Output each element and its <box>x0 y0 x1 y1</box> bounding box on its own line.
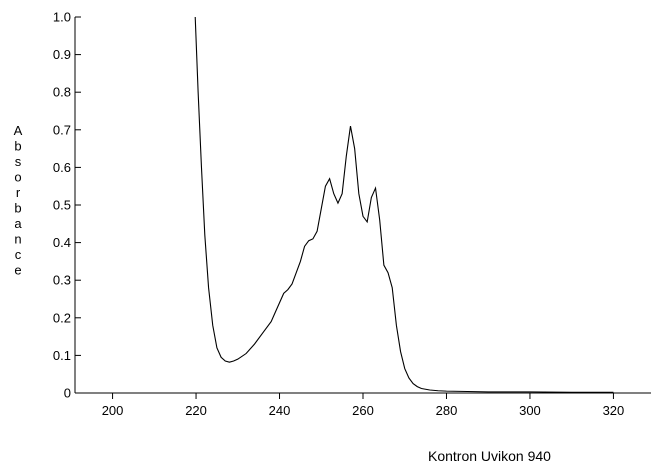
y-axis-label-char: s <box>15 154 22 169</box>
x-tick-label: 220 <box>185 403 207 418</box>
y-axis-label-char: c <box>15 247 22 262</box>
y-tick-label: 0.1 <box>53 348 71 363</box>
y-tick-label: 0.9 <box>53 47 71 62</box>
y-tick-label: 0.8 <box>53 85 71 100</box>
y-axis-label-char: o <box>14 170 21 185</box>
y-axis-label-char: b <box>14 201 21 216</box>
x-tick-label: 200 <box>102 403 124 418</box>
y-tick-label: 0.6 <box>53 160 71 175</box>
instrument-caption: Kontron Uvikon 940 <box>428 448 551 464</box>
x-tick-label: 240 <box>269 403 291 418</box>
y-tick-label: 0.2 <box>53 310 71 325</box>
y-axis-label-char: n <box>14 232 21 247</box>
y-tick-label: 0.3 <box>53 273 71 288</box>
x-ticks: 200 220 240 260 280 300 320 <box>102 393 625 418</box>
x-tick-label: 260 <box>352 403 374 418</box>
y-ticks: 0 0.1 0.2 0.3 0.4 0.5 0.6 0.7 0.8 0.9 1.0 <box>53 10 81 401</box>
x-tick-label: 320 <box>603 403 625 418</box>
y-tick-label: 0.5 <box>53 198 71 213</box>
x-tick-label: 280 <box>436 403 458 418</box>
y-axis-label-char: r <box>16 185 21 200</box>
absorbance-spectrum-line <box>194 16 614 393</box>
y-axis-label-char: e <box>14 263 21 278</box>
y-tick-label: 0.7 <box>53 122 71 137</box>
y-axis-label-char: b <box>14 139 21 154</box>
y-tick-label: 1.0 <box>53 10 71 25</box>
y-tick-label: 0.4 <box>53 235 71 250</box>
y-axis-label-char: a <box>14 216 22 231</box>
x-tick-label: 300 <box>519 403 541 418</box>
y-tick-label: 0 <box>64 386 71 401</box>
y-axis-label-char: A <box>14 123 23 138</box>
